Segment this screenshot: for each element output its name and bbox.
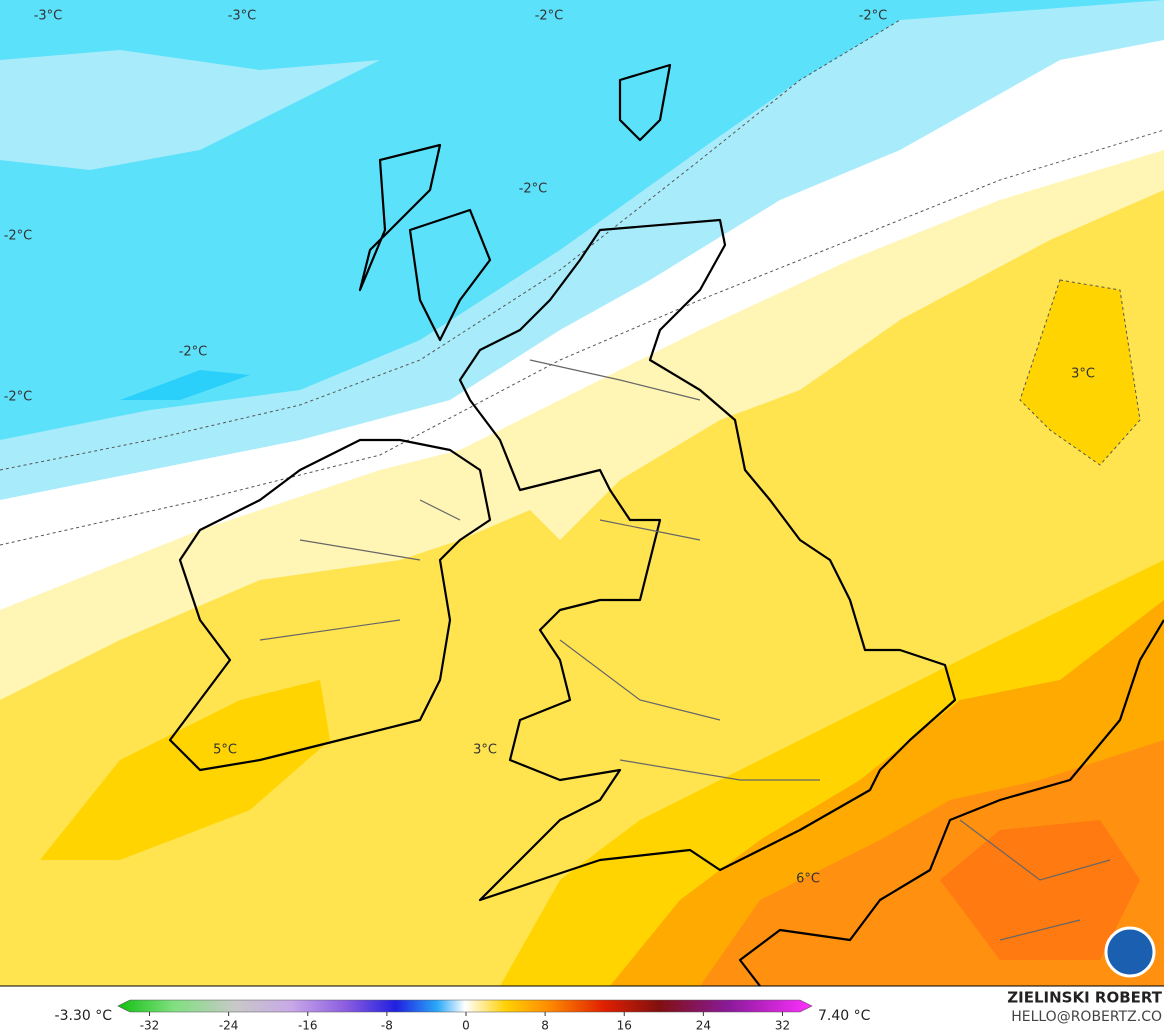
colorbar-tick-label: 24 — [696, 1019, 711, 1033]
great-britain — [458, 218, 957, 902]
islands — [358, 63, 672, 342]
isotherm — [0, 129, 1164, 546]
contour-label: -3°C — [34, 9, 63, 24]
contour-label: 3°C — [473, 743, 497, 758]
colorbar: -3.30 °C 7.40 °C -32 -24 -16 -8 0 8 16 24 32 — [55, 999, 871, 1033]
contour-label: 3°C — [1071, 367, 1095, 382]
contour-label: -3°C — [228, 9, 257, 24]
credit-contact: HELLO@ROBERTZ.CO — [1011, 1009, 1162, 1025]
zone-hottest — [940, 820, 1140, 960]
contour-label: -2°C — [4, 229, 33, 244]
colorbar-tick-label: 0 — [462, 1019, 470, 1033]
credit-name: ZIELINSKI ROBERT — [1007, 989, 1162, 1007]
colorbar-tick-label: 32 — [775, 1019, 790, 1033]
contour-label: 5°C — [213, 743, 237, 758]
colorbar-tick-label: 8 — [541, 1019, 549, 1033]
colorbar-max: 7.40 °C — [818, 1008, 871, 1024]
colorbar-tick-label: -8 — [381, 1019, 393, 1033]
admin-borders — [959, 819, 1111, 941]
zone-cool — [0, 50, 380, 170]
colorbar-tick-label: -16 — [298, 1019, 318, 1033]
noaa-logo — [1104, 926, 1156, 978]
colorbar-ramp — [117, 999, 813, 1013]
contour-label: -2°C — [4, 390, 33, 405]
isotherm — [1019, 279, 1141, 466]
ireland — [168, 438, 492, 772]
zone-warmer — [1020, 280, 1140, 465]
map: -3°C -3°C -2°C -2°C -2°C -2°C -2°C -2°C … — [0, 0, 1164, 986]
contour-label: -2°C — [179, 345, 208, 360]
colorbar-tick-label: -24 — [219, 1019, 239, 1033]
isotherm — [0, 19, 901, 471]
contour-label: -2°C — [519, 182, 548, 197]
continent — [738, 619, 1164, 986]
colorbar-min: -3.30 °C — [55, 1008, 113, 1024]
colorbar-tick-label: 16 — [617, 1019, 632, 1033]
admin-borders — [259, 359, 820, 781]
zone-colder — [120, 370, 250, 400]
zone-warmer — [40, 680, 330, 860]
contour-label: -2°C — [859, 9, 888, 24]
contour-label: -2°C — [535, 9, 564, 24]
colorbar-tick-label: -32 — [140, 1019, 160, 1033]
contour-label: 6°C — [796, 872, 820, 887]
